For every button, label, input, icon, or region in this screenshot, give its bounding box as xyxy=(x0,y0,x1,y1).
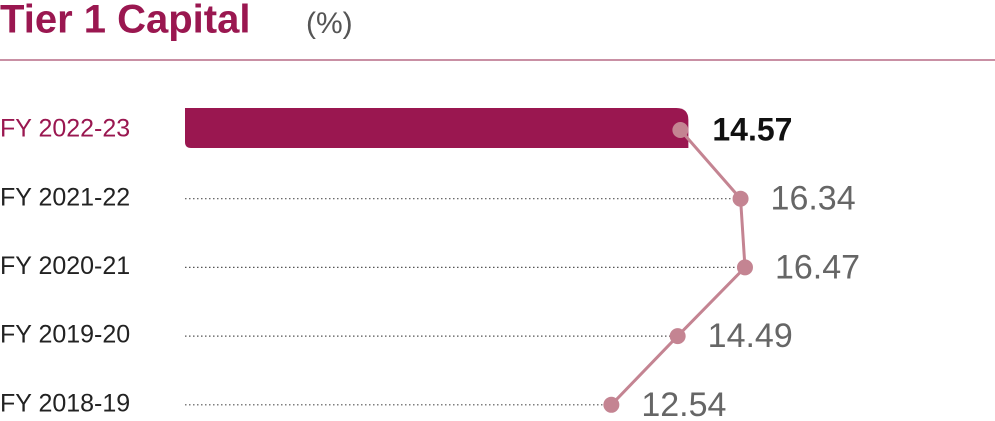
value-label: 14.49 xyxy=(708,317,793,355)
chart-title: Tier 1 Capital xyxy=(0,0,250,42)
category-label: FY 2020-21 xyxy=(0,252,130,280)
dot xyxy=(669,328,686,345)
value-label: 12.54 xyxy=(641,386,726,421)
value-label: 16.47 xyxy=(775,248,860,286)
value-label: 14.57 xyxy=(712,111,792,147)
chart-subtitle: (%) xyxy=(306,7,353,40)
bar xyxy=(185,108,689,148)
category-label: FY 2022-23 xyxy=(0,115,130,143)
category-label: FY 2019-20 xyxy=(0,321,130,349)
category-label: FY 2018-19 xyxy=(0,389,130,417)
dot xyxy=(672,122,689,138)
category-label: FY 2021-22 xyxy=(0,183,130,211)
dot xyxy=(732,190,749,207)
dot xyxy=(603,396,620,413)
value-label: 16.34 xyxy=(771,180,856,218)
dot xyxy=(736,259,753,276)
